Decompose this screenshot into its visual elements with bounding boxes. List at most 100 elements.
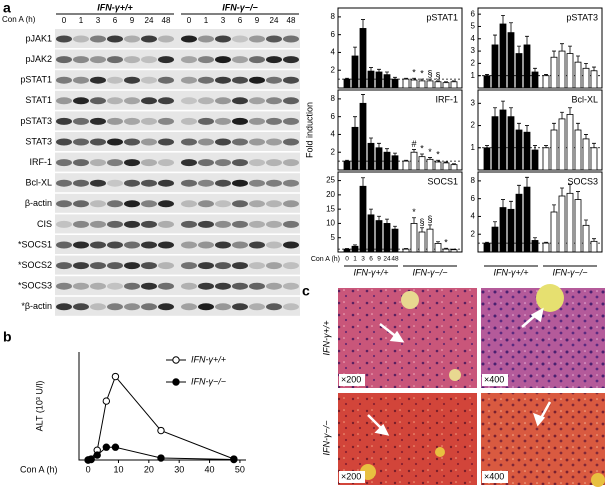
- blot-band: [198, 35, 214, 43]
- bar: [343, 248, 351, 253]
- blot-band: [124, 56, 140, 64]
- bar: [367, 70, 375, 89]
- error-bar: [345, 248, 349, 250]
- bar: [531, 71, 539, 89]
- plot-frame: [477, 7, 603, 89]
- error-bar: [485, 145, 489, 148]
- error-bar: [444, 81, 448, 83]
- error-bar: [533, 145, 537, 150]
- blot-band: [181, 117, 197, 125]
- error-bar: [576, 55, 580, 63]
- y-tick-label: 6: [471, 194, 476, 203]
- blot-band: [124, 241, 140, 249]
- blot-band: [232, 179, 248, 187]
- blot-band: [266, 56, 282, 64]
- y-tick-label: 4: [471, 34, 476, 43]
- bar: [343, 160, 351, 171]
- blot-band: [249, 117, 265, 125]
- blot-band: [283, 35, 299, 43]
- chart-title: pSTAT1: [426, 12, 458, 22]
- blot-band: [141, 179, 157, 187]
- plot-frame: [477, 89, 603, 171]
- bar: [410, 79, 418, 89]
- error-bar: [345, 77, 349, 80]
- blot-band: [90, 56, 106, 64]
- error-bar: [493, 34, 497, 45]
- error-bar: [452, 163, 456, 165]
- error-bar: [592, 142, 596, 148]
- blot-band: [73, 138, 89, 146]
- bar: [507, 32, 515, 89]
- blot-band: [124, 282, 140, 290]
- blot-band: [181, 35, 197, 43]
- y-tick-label: 4: [471, 212, 476, 221]
- blot-band: [266, 35, 282, 43]
- blot-band: [266, 262, 282, 270]
- y-tick-label: 5: [471, 22, 476, 31]
- bar: [402, 160, 410, 171]
- lane-label: 6: [238, 16, 243, 25]
- bar: [367, 142, 375, 171]
- vessel: [401, 291, 419, 309]
- blot-band: [249, 76, 265, 84]
- blot-row-label: *SOCS2: [18, 260, 52, 270]
- error-bar: [436, 241, 440, 244]
- error-bar: [452, 80, 456, 82]
- blot-band: [56, 282, 72, 290]
- x-tick-label: 6: [369, 256, 373, 263]
- blot-band: [124, 76, 140, 84]
- bar: [550, 129, 558, 171]
- bar: [391, 155, 399, 171]
- bar: [343, 78, 351, 89]
- bar: [507, 116, 515, 171]
- blot-band: [215, 303, 231, 311]
- y-axis-label: ALT (10³ U/l): [34, 381, 44, 432]
- blot-band: [283, 56, 299, 64]
- blot-band: [198, 241, 214, 249]
- blot-band: [158, 97, 174, 105]
- error-bar: [493, 221, 497, 228]
- bar: [515, 53, 523, 89]
- bar: [515, 193, 523, 253]
- bar: [359, 28, 367, 89]
- error-bar: [377, 215, 381, 221]
- error-bar: [452, 248, 456, 250]
- blot-band: [198, 179, 214, 187]
- blot-row-label: *SOCS1: [18, 239, 52, 249]
- row-label: IFN-γ+/+: [321, 320, 331, 355]
- bar: [351, 245, 359, 253]
- blot-band: [73, 117, 89, 125]
- blot-band: [249, 138, 265, 146]
- error-bar: [568, 184, 572, 194]
- blot-band: [73, 97, 89, 105]
- blot-band: [56, 200, 72, 208]
- error-bar: [436, 80, 440, 82]
- blot-band: [107, 138, 123, 146]
- error-bar: [509, 200, 513, 210]
- bar: [499, 207, 507, 253]
- blot-band: [181, 179, 197, 187]
- error-bar: [412, 77, 416, 80]
- axes: [78, 352, 246, 461]
- blot-band: [283, 117, 299, 125]
- blot-band: [283, 262, 299, 270]
- bar: [558, 195, 566, 253]
- bar: [499, 23, 507, 89]
- blot-row-label: pSTAT3: [20, 116, 52, 126]
- blot-band: [198, 97, 214, 105]
- blot-band: [56, 76, 72, 84]
- blot-band: [158, 241, 174, 249]
- error-bar: [420, 153, 424, 157]
- bar: [359, 102, 367, 171]
- blot-band: [158, 138, 174, 146]
- blot-band: [73, 76, 89, 84]
- error-bar: [525, 176, 529, 188]
- y-tick-label: 6: [471, 9, 476, 18]
- error-bar: [501, 100, 505, 110]
- point: [111, 372, 120, 381]
- legend-marker: [172, 356, 180, 364]
- x-tick-label: 1: [353, 256, 357, 263]
- error-bar: [533, 67, 537, 72]
- significance-mark: §: [427, 68, 432, 78]
